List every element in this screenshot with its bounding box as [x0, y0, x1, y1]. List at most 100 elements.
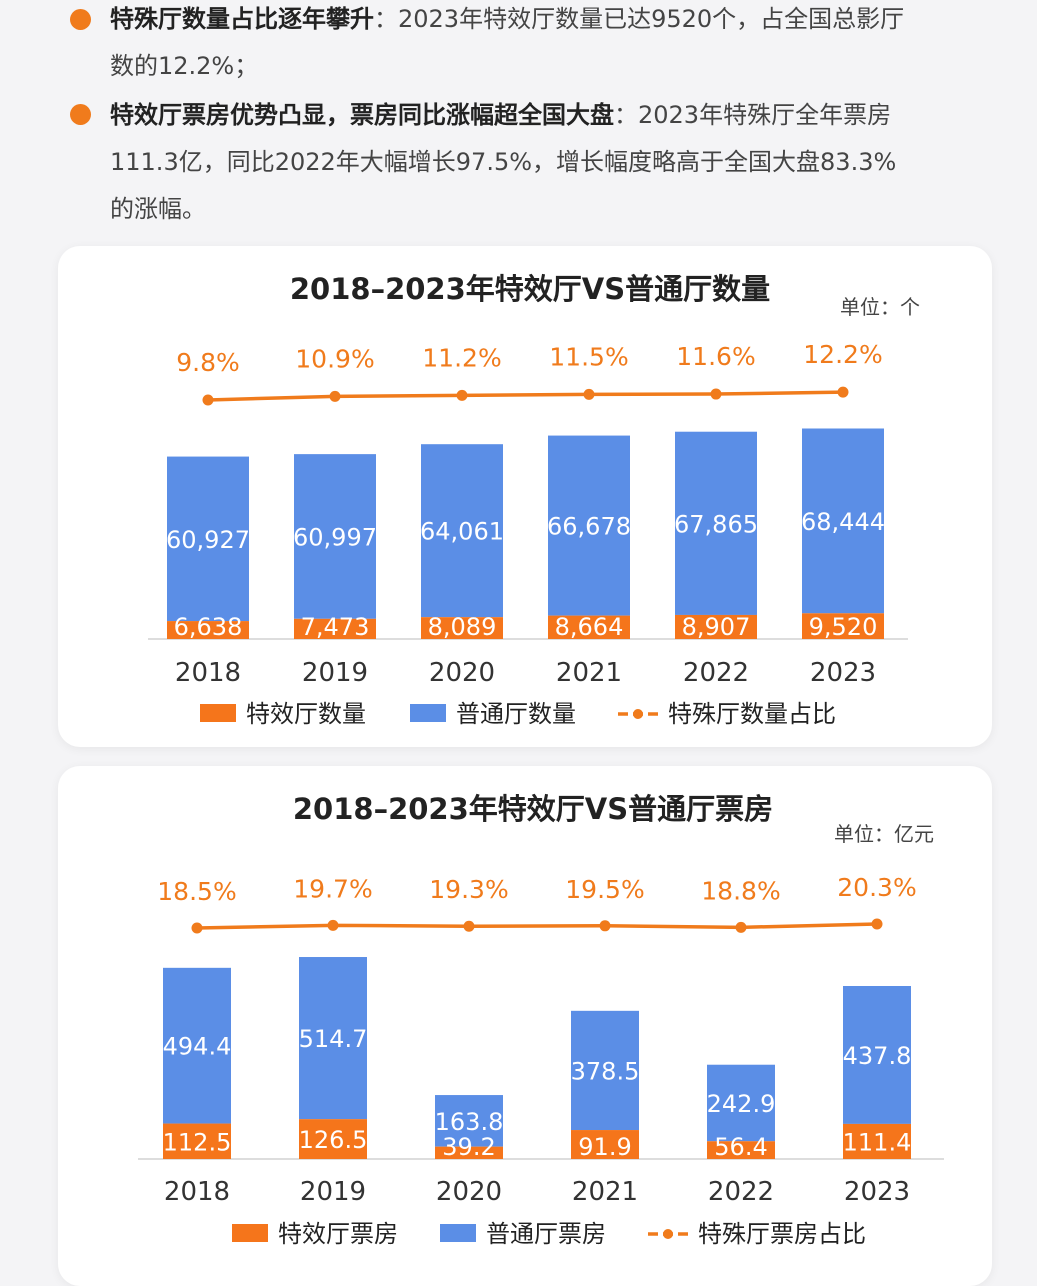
bar-normal-label: 67,865: [674, 510, 758, 538]
x-tick-label: 2018: [164, 1177, 230, 1207]
bullet-separator: ：: [614, 101, 638, 129]
x-tick-label: 2023: [844, 1177, 910, 1207]
bar-special-label: 91.9: [578, 1133, 631, 1161]
legend-line-dot: [663, 1229, 673, 1239]
legend-normal-label: 普通厅数量: [456, 700, 576, 728]
legend-line-dot: [633, 709, 643, 719]
line-point-label: 12.2%: [803, 340, 882, 369]
x-tick-label: 2018: [175, 658, 241, 688]
line-point-label: 18.5%: [157, 877, 236, 906]
chart-unit: 单位：亿元: [834, 822, 934, 846]
share-line: [207, 390, 844, 402]
bar-normal: [571, 1010, 639, 1131]
line-point-label: 20.3%: [837, 873, 916, 902]
bar-normal-label: 514.7: [299, 1025, 368, 1053]
bar-normal: [163, 967, 231, 1124]
bar-normal: [294, 454, 376, 619]
bullet-text: 特效厅票房优势凸显，票房同比涨幅超全国大盘：2023年特殊厅全年票房 111.3…: [110, 92, 990, 233]
bar-special-label: 39.2: [442, 1133, 495, 1161]
bar-special-label: 8,907: [682, 613, 751, 641]
line-point: [837, 386, 849, 398]
bar-special-label: 8,664: [555, 613, 624, 641]
line-point-label: 19.3%: [429, 875, 508, 904]
x-tick-label: 2020: [429, 658, 495, 688]
bullet-dot-icon: [70, 104, 91, 125]
bullet-line1: 2023年特殊厅全年票房: [638, 101, 892, 129]
legend-special-label: 特效厅数量: [246, 700, 366, 728]
line-point: [329, 390, 341, 402]
x-tick-label: 2021: [556, 658, 622, 688]
bar-normal: [802, 428, 884, 614]
line-point: [710, 388, 722, 400]
bar-normal-label: 64,061: [420, 518, 504, 546]
chart-title: 2018–2023年特效厅VS普通厅数量: [290, 272, 770, 306]
bullet-text: 特殊厅数量占比逐年攀升：2023年特效厅数量已达9520个，占全国总影厅 数的1…: [110, 0, 990, 90]
share-line: [196, 922, 878, 930]
x-tick-label: 2019: [302, 658, 368, 688]
bar-normal-label: 494.4: [163, 1033, 232, 1061]
bar-normal: [675, 431, 757, 615]
bar-normal: [299, 957, 367, 1120]
bar-normal-label: 60,997: [293, 523, 377, 551]
bullet-line2: 数的12.2%；: [110, 52, 259, 80]
line-point-label: 10.9%: [295, 344, 374, 373]
line-point: [735, 921, 747, 933]
line-point: [191, 922, 203, 934]
bullet-line3: 的涨幅。: [110, 195, 206, 223]
bullet-line1: 2023年特效厅数量已达9520个，占全国总影厅: [398, 5, 905, 33]
legend-special-swatch: [232, 1224, 268, 1242]
bullet-bold-text: 特殊厅数量占比逐年攀升: [110, 5, 374, 33]
bar-special-label: 6,638: [174, 613, 243, 641]
bar-normal-label: 242.9: [707, 1090, 776, 1118]
line-point: [599, 920, 611, 932]
bar-normal: [167, 456, 249, 622]
bar-special: [571, 1130, 639, 1159]
bar-special-label: 9,520: [809, 613, 878, 641]
x-tick-label: 2020: [436, 1177, 502, 1207]
bar-normal-label: 378.5: [571, 1057, 640, 1085]
bar-special: [421, 617, 503, 639]
bar-special-label: 111.4: [843, 1128, 912, 1156]
legend-normal-swatch: [440, 1224, 476, 1242]
bar-special-label: 126.5: [299, 1126, 368, 1154]
legend-normal-swatch: [410, 704, 446, 722]
chart-card-halls: 2018–2023年特效厅VS普通厅数量 单位：个 6,638 60,927 2018 9…: [58, 246, 992, 747]
bar-special: [843, 1123, 911, 1159]
bar-special: [802, 613, 884, 639]
bullet-bold-text: 特效厅票房优势凸显，票房同比涨幅超全国大盘: [110, 101, 614, 129]
bar-special: [548, 615, 630, 639]
bar-normal: [548, 435, 630, 616]
bar-normal-label: 163.8: [435, 1108, 504, 1136]
bullet-line2: 111.3亿，同比2022年大幅增长97.5%，增长幅度略高于全国大盘83.3%: [110, 148, 897, 176]
x-tick-label: 2023: [810, 658, 876, 688]
chart-unit: 单位：个: [840, 295, 920, 319]
bar-special: [707, 1141, 775, 1159]
legend-line-label: 特殊厅数量占比: [668, 700, 836, 728]
bar-special-label: 56.4: [714, 1133, 767, 1161]
x-tick-label: 2022: [683, 658, 749, 688]
bar-special-label: 112.5: [163, 1128, 232, 1156]
bar-special-label: 7,473: [301, 613, 370, 641]
legend-normal-label: 普通厅票房: [486, 1220, 606, 1248]
line-point-label: 11.6%: [676, 342, 755, 371]
legend-line-label: 特殊厅票房占比: [698, 1220, 866, 1248]
bar-special: [163, 1123, 231, 1159]
bar-special: [294, 618, 376, 639]
line-point: [456, 389, 468, 401]
line-point: [463, 920, 475, 932]
line-point-label: 19.7%: [293, 874, 372, 903]
bar-normal: [707, 1064, 775, 1142]
line-point-label: 11.5%: [549, 342, 628, 371]
x-tick-label: 2022: [708, 1177, 774, 1207]
bar-special-label: 8,089: [428, 613, 497, 641]
bar-normal: [421, 444, 503, 618]
legend-special-label: 特效厅票房: [278, 1220, 398, 1248]
x-tick-label: 2019: [300, 1177, 366, 1207]
bullet-separator: ：: [374, 5, 398, 33]
line-point-label: 18.8%: [701, 876, 780, 905]
bar-normal-label: 437.8: [843, 1042, 912, 1070]
line-point: [871, 918, 883, 930]
chart-title: 2018–2023年特效厅VS普通厅票房: [293, 792, 773, 826]
